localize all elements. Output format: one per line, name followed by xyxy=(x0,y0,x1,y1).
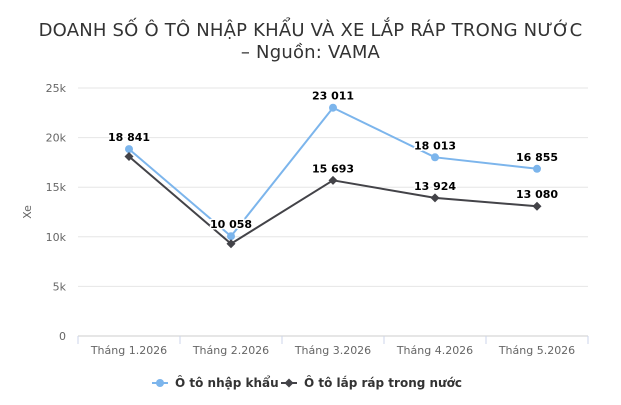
x-tick-label: Tháng 2.2026 xyxy=(192,344,269,357)
series-1-data-label: 18 013 xyxy=(414,139,456,152)
series-2-data-label: 15 693 xyxy=(312,162,354,175)
chart-title-line2: – Nguồn: VAMA xyxy=(240,42,381,63)
y-tick-label: 20k xyxy=(46,132,67,145)
x-tick-label: Tháng 3.2026 xyxy=(294,344,371,357)
series-2-point xyxy=(430,193,440,203)
series-1-data-label: 23 011 xyxy=(312,90,354,103)
series-2-data-label: 13 924 xyxy=(414,180,456,193)
x-tick-label: Tháng 1.2026 xyxy=(90,344,167,357)
legend-item-label: Ô tô lắp ráp trong nước xyxy=(304,375,462,390)
series-2-point xyxy=(226,239,236,249)
y-axis-title: Xe xyxy=(21,205,34,219)
x-tick-label: Tháng 5.2026 xyxy=(498,344,575,357)
legend-item-label: Ô tô nhập khẩu xyxy=(175,375,279,390)
series-1-data-label: 18 841 xyxy=(108,131,150,144)
series-1-point xyxy=(227,232,235,241)
series-1-point xyxy=(125,145,133,154)
y-tick-label: 0 xyxy=(59,330,66,343)
y-tick-label: 25k xyxy=(46,82,67,95)
legend-marker-diamond xyxy=(284,378,294,388)
y-tick-label: 10k xyxy=(46,231,67,244)
x-tick-label: Tháng 4.2026 xyxy=(396,344,473,357)
chart-title-line1: DOANH SỐ Ô TÔ NHẬP KHẨU VÀ XE LẮP RÁP TR… xyxy=(38,20,583,41)
series-2-point xyxy=(328,175,338,185)
series-1-point xyxy=(533,164,541,173)
y-tick-label: 15k xyxy=(46,181,67,194)
y-tick-label: 5k xyxy=(53,280,67,293)
series-2-data-label: 13 080 xyxy=(516,188,558,201)
series-1-point xyxy=(329,103,337,112)
legend-marker-circle xyxy=(156,379,164,387)
series-1-data-label: 10 058 xyxy=(210,218,252,231)
series-1-data-label: 16 855 xyxy=(516,151,558,164)
series-2-point xyxy=(124,151,134,161)
series-2-point xyxy=(532,201,542,211)
series-1-point xyxy=(431,153,439,162)
